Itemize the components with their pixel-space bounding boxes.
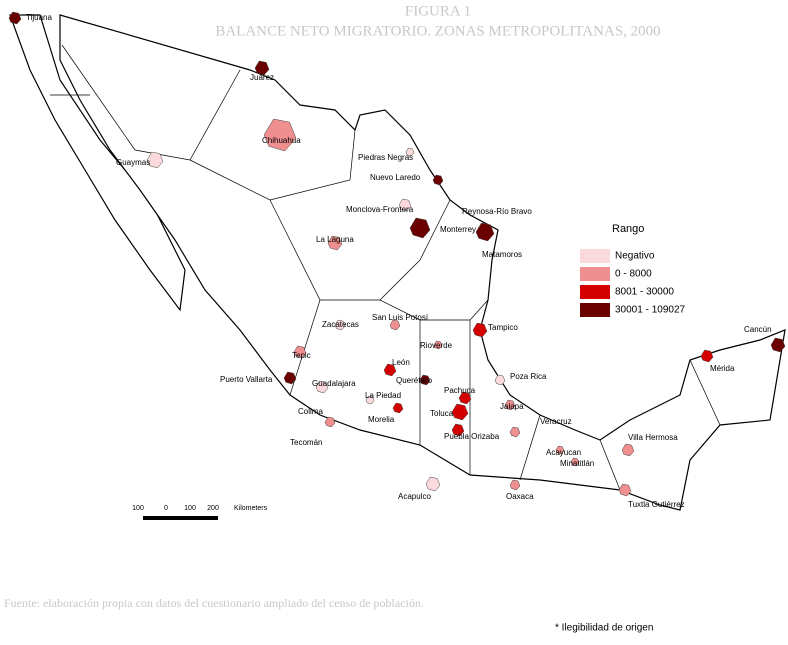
metro-area	[293, 345, 307, 359]
metro-area	[504, 399, 516, 411]
city-label: Pachuca	[444, 386, 476, 395]
city-label: Acapulco	[398, 492, 431, 501]
country-outline	[9, 14, 786, 511]
metro-area	[392, 402, 404, 414]
metro-area	[433, 340, 443, 350]
scale-tick-label: 100	[132, 505, 144, 512]
metro-area	[324, 416, 336, 428]
city-label: Guaymas	[116, 158, 150, 167]
city-label: Tuxtla Gutiérrez	[628, 500, 685, 509]
metro-area	[621, 443, 635, 457]
legend-title: Rango	[612, 223, 644, 235]
metro-area	[700, 349, 714, 363]
city-labels: Tijuana Juárez Chihuahua Guaymas Piedras Neg…	[26, 13, 772, 509]
city-label: Tijuana	[26, 13, 52, 22]
metro-area	[432, 174, 444, 186]
city-label: León	[392, 358, 410, 367]
metro-area	[8, 11, 22, 25]
metro-area	[389, 319, 401, 331]
source-note: Fuente: elaboración propia con datos del…	[4, 596, 424, 610]
scale-unit: Kilometers	[234, 505, 268, 512]
metro-area	[327, 235, 343, 251]
city-label: Puebla Orizaba	[444, 432, 500, 441]
metro-area	[409, 217, 431, 239]
city-label: Puerto Vallarta	[220, 375, 273, 384]
city-label: San Luis Potosí	[372, 313, 429, 322]
city-label: Tecomán	[290, 438, 322, 447]
legend-swatch	[580, 303, 610, 317]
figure-subtitle: BALANCE NETO MIGRATORIO. ZONAS METROPOLI…	[215, 23, 660, 39]
metro-area	[315, 380, 329, 394]
city-label: Nuevo Laredo	[370, 173, 421, 182]
legend-label: 8001 - 30000	[615, 287, 674, 298]
city-label: Rioverde	[420, 341, 453, 350]
scale-line	[143, 516, 218, 520]
city-label: Veracruz	[540, 417, 572, 426]
metro-area	[472, 322, 488, 338]
city-label: Piedras Negras	[358, 153, 413, 162]
city-label: La Piedad	[365, 391, 401, 400]
scale-tick-label: 0	[164, 505, 168, 512]
city-label: Colima	[298, 407, 323, 416]
legend-label: Negativo	[615, 251, 655, 262]
metro-area	[475, 222, 495, 242]
city-label: Tampico	[488, 323, 518, 332]
metro-area	[365, 395, 375, 405]
city-label: Mérida	[710, 364, 735, 373]
city-label: Toluca	[430, 409, 454, 418]
city-label: Querétaro	[396, 376, 433, 385]
city-label: Monclova-Frontera	[346, 205, 414, 214]
metro-area	[509, 426, 521, 438]
metro-area	[419, 374, 431, 386]
city-label: Reynosa-Río Bravo	[462, 207, 532, 216]
city-label: La Laguna	[316, 235, 354, 244]
city-label: Juárez	[250, 73, 274, 82]
illegibility-note: * Ilegibilidad de origen	[555, 623, 653, 634]
city-label: Jalapa	[500, 402, 524, 411]
metro-area	[263, 118, 297, 152]
city-label: Oaxaca	[506, 492, 534, 501]
legend-swatch	[580, 249, 610, 263]
city-label: Matamoros	[482, 250, 522, 259]
metro-area	[383, 363, 397, 377]
metro-area	[334, 319, 346, 331]
legend-swatch	[580, 267, 610, 281]
city-label: Morelia	[368, 415, 395, 424]
city-label: Acayucan	[546, 448, 581, 457]
metro-area	[555, 445, 565, 455]
metro-areas	[8, 11, 786, 497]
scale-bar: 100 0 100 200 Kilometers	[132, 505, 268, 520]
legend-swatch	[580, 285, 610, 299]
metro-area	[254, 60, 270, 76]
legend-label: 0 - 8000	[615, 269, 652, 280]
city-label: Villa Hermosa	[628, 433, 678, 442]
city-label: Tepic	[292, 351, 311, 360]
city-label: Zacatecas	[322, 320, 359, 329]
city-label: Minatitlán	[560, 459, 594, 468]
legend: Negativo 0 - 8000 8001 - 30000 30001 - 1090…	[580, 249, 686, 317]
figure-title: FIGURA 1	[405, 3, 471, 19]
city-label: Guadalajara	[312, 379, 356, 388]
metro-area	[458, 391, 472, 405]
metro-area	[283, 371, 297, 385]
city-label: Monterrey	[440, 225, 476, 234]
city-label: Cancún	[744, 325, 772, 334]
metro-area	[146, 151, 164, 169]
metro-area	[405, 147, 415, 157]
metro-area	[425, 476, 441, 492]
metro-area	[494, 374, 506, 386]
scale-tick-label: 100	[184, 505, 196, 512]
metro-area	[451, 423, 465, 437]
metro-area	[770, 337, 786, 353]
metro-area	[509, 479, 521, 491]
metro-area	[398, 198, 412, 212]
city-label: Poza Rica	[510, 372, 547, 381]
legend-label: 30001 - 109027	[615, 305, 686, 316]
metro-area	[570, 457, 580, 467]
metro-area	[618, 483, 632, 497]
scale-tick-label: 200	[207, 505, 219, 512]
city-label: Chihuahua	[262, 136, 301, 145]
metro-area	[451, 403, 469, 421]
